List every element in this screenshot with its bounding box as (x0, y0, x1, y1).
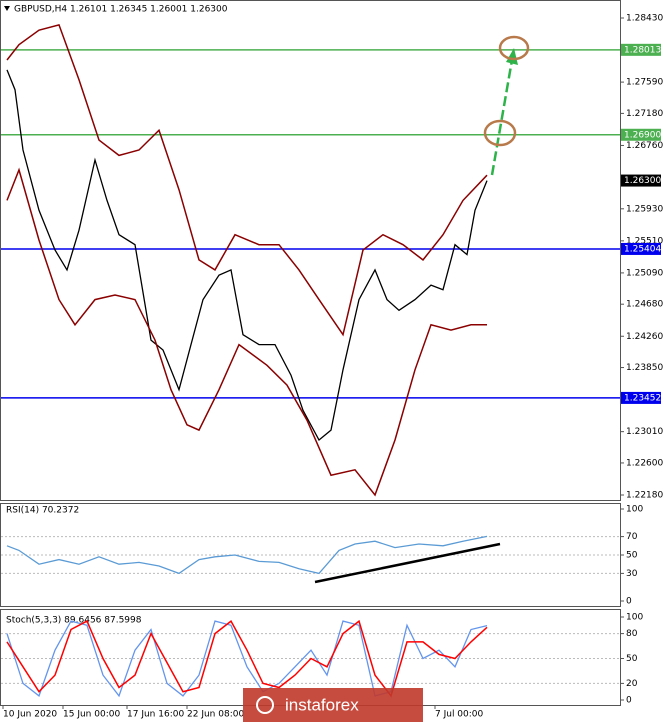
y-tick-label: 1.25510 (626, 236, 663, 246)
watermark: instaforex (285, 695, 359, 714)
level-label: 1.26900 (624, 130, 661, 140)
level-tag (621, 391, 661, 404)
level-tag (621, 128, 661, 141)
y-tick-label: 1.22180 (626, 491, 663, 501)
level-label: 1.28013 (624, 45, 661, 55)
target-circle (483, 119, 517, 147)
panel-title: RSI(14) 70.2372 (6, 506, 79, 516)
y-tick-label: 70 (626, 532, 638, 542)
y-tick-label: 20 (626, 679, 638, 689)
y-tick-label: 1.27180 (626, 109, 663, 119)
y-tick-label: 0 (626, 597, 632, 607)
price-tag (621, 174, 661, 187)
panel-title: Stoch(5,3,3) 89.6456 87.5998 (6, 616, 142, 626)
y-tick-label: 50 (626, 654, 638, 664)
target-circle (498, 35, 530, 61)
level-tag (621, 43, 661, 56)
y-tick-label: 80 (626, 629, 638, 639)
level-label: 1.25404 (624, 244, 661, 254)
series-line (6, 167, 487, 497)
main-frame (0, 0, 621, 501)
menu-arrow (4, 6, 10, 11)
x-tick-label: 7 Jul 00:00 (435, 710, 484, 720)
arrow-head (506, 48, 518, 65)
series-line (6, 69, 488, 442)
y-tick-label: 1.25930 (626, 204, 663, 214)
panel-title: GBPUSD,H4 1.26101 1.26345 1.26001 1.2630… (14, 5, 228, 15)
y-tick-label: 1.26760 (626, 141, 663, 151)
x-tick-label: 22 Jun 08:00 (187, 710, 244, 720)
y-tick-label: 0 (626, 696, 632, 706)
y-tick-label: 1.23010 (626, 427, 663, 437)
y-tick-label: 1.23850 (626, 363, 663, 373)
watermark-logo (256, 696, 274, 714)
series-line (6, 620, 488, 698)
x-tick-label: 15 Jun 00:00 (63, 710, 120, 720)
price-label: 1.26300 (624, 176, 661, 186)
y-tick-label: 50 (626, 551, 638, 561)
y-tick-label: 100 (626, 505, 643, 515)
y-tick-label: 1.25090 (626, 268, 663, 278)
series-line (6, 535, 488, 575)
series-line (6, 23, 488, 337)
y-tick-label: 1.28430 (626, 14, 663, 24)
level-tag (621, 242, 661, 255)
y-tick-label: 30 (626, 569, 638, 579)
x-tick-label: 17 Jun 16:00 (127, 710, 184, 720)
y-tick-label: 100 (626, 613, 643, 623)
y-tick-label: 1.24260 (626, 332, 663, 342)
y-tick-label: 1.22600 (626, 458, 663, 468)
y-tick-label: 1.27590 (626, 78, 663, 88)
level-label: 1.23452 (624, 393, 661, 403)
series-line (6, 619, 488, 698)
target-arrow (490, 59, 514, 176)
x-tick-label: 10 Jun 2020 (3, 710, 57, 720)
y-tick-label: 1.24680 (626, 300, 663, 310)
rsi-trendline (314, 542, 501, 584)
